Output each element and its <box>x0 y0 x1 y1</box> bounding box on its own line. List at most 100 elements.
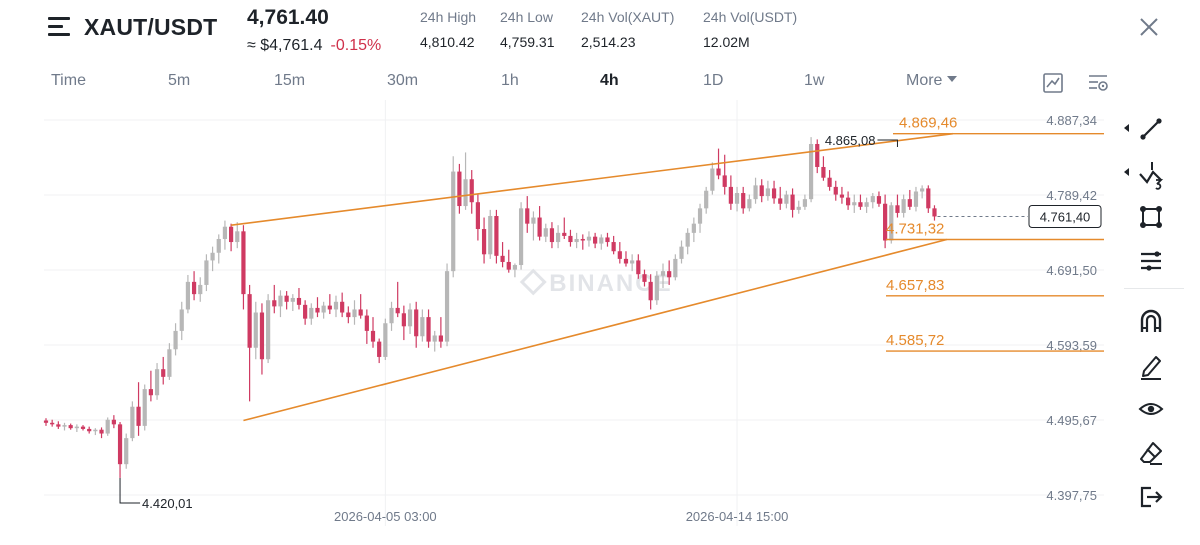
approx-usd-price: ≈ $4,761.4 <box>247 37 323 54</box>
high-annotation-label: 4.865,08 <box>825 133 876 148</box>
candle-body <box>124 438 129 465</box>
tab-time[interactable]: Time <box>51 72 86 89</box>
candle-body <box>858 202 863 207</box>
candle-body <box>648 281 653 301</box>
candle-body <box>586 236 592 241</box>
candle-body <box>105 419 110 434</box>
candle-body <box>827 177 832 187</box>
trend-line-tool[interactable] <box>1124 112 1184 146</box>
candle-body <box>333 301 339 310</box>
candle-body <box>642 274 647 282</box>
candle-body <box>278 295 283 307</box>
stat-label: 24h High <box>420 9 477 25</box>
tab-15m[interactable]: 15m <box>274 72 306 89</box>
candle-body <box>784 194 789 204</box>
stat-24h-vol-usdt: 24h Vol(USDT) 12.02M <box>703 9 797 50</box>
pencil-tool[interactable] <box>1124 348 1184 382</box>
candle-body <box>673 258 678 278</box>
candle-body <box>556 232 561 243</box>
candle-body <box>401 313 406 327</box>
fib-tool[interactable] <box>1124 156 1184 190</box>
tab-1h[interactable]: 1h <box>501 72 519 89</box>
stat-24h-low: 24h Low 4,759.31 <box>500 9 555 50</box>
candle-body <box>821 166 826 178</box>
indicator-settings-tool[interactable] <box>1124 244 1184 278</box>
candle-body <box>704 190 709 209</box>
candle-body <box>796 206 801 210</box>
x-tick-label: 2026-04-14 15:00 <box>686 509 789 524</box>
candle-body <box>340 301 345 313</box>
candle-body <box>883 203 888 241</box>
trading-pair[interactable]: XAUT/USDT <box>84 14 218 40</box>
current-price-box <box>1028 204 1102 228</box>
candle-body <box>611 242 616 252</box>
indicator-settings-icon <box>1141 251 1161 271</box>
candle-body <box>111 419 116 425</box>
candle-body <box>697 208 703 224</box>
candle-body <box>352 309 357 318</box>
candle-body <box>870 196 875 203</box>
candle-body <box>50 422 55 425</box>
candle-body <box>667 271 672 278</box>
candle-body <box>580 238 585 241</box>
candle-body <box>327 305 332 310</box>
y-tick-label: 4.593,59 <box>1046 338 1097 353</box>
tab-30m[interactable]: 30m <box>387 72 419 89</box>
candle-body <box>154 369 160 396</box>
tab-more[interactable]: More <box>906 72 958 90</box>
chart-type-icon[interactable] <box>1042 72 1064 94</box>
candle-body <box>765 188 770 197</box>
horizontal-level-label: 4.731,32 <box>886 221 944 238</box>
tab-1w[interactable]: 1w <box>804 72 825 89</box>
candle-body <box>876 196 882 204</box>
candle-body <box>346 312 351 318</box>
tab-1d[interactable]: 1D <box>703 72 724 89</box>
chart-canvas[interactable]: 4.887,34 4.789,42 4.691,50 4.593,59 4.495,67… <box>0 96 1200 540</box>
interval-tabs: Time 5m 15m 30m 1h 4h 1D 1w More <box>0 66 1200 96</box>
candle-body <box>383 323 388 357</box>
candle-body <box>451 171 456 272</box>
stat-label: 24h Low <box>500 9 553 25</box>
candle-body <box>759 185 764 197</box>
visibility-toggle[interactable] <box>1124 392 1184 426</box>
candle-body <box>457 171 462 207</box>
pencil-icon <box>1141 356 1161 380</box>
candle-body <box>747 199 752 209</box>
candle-body <box>512 265 518 270</box>
stat-value: 4,810.42 <box>420 34 475 50</box>
candle-body <box>494 216 499 256</box>
candle-body <box>235 231 240 243</box>
tab-5m[interactable]: 5m <box>168 72 191 89</box>
candle-body <box>444 271 450 342</box>
price-chart[interactable]: 4.887,34 4.789,42 4.691,50 4.593,59 4.495,67… <box>0 96 1200 540</box>
candle-body <box>852 202 857 206</box>
chart-settings-icon[interactable] <box>1087 72 1109 94</box>
candle-body <box>926 188 931 209</box>
candle-body <box>463 179 468 207</box>
close-icon[interactable] <box>1139 17 1159 37</box>
caret-down-icon <box>947 76 958 82</box>
candle-body <box>741 193 746 209</box>
menu-icon[interactable] <box>48 16 72 38</box>
stat-label: 24h Vol(XAUT) <box>581 9 675 25</box>
candle-body <box>117 424 123 465</box>
last-price: 4,761.40 <box>247 6 329 29</box>
candle-body <box>617 251 622 259</box>
candle-body <box>210 252 215 261</box>
exit-drawing-button[interactable] <box>1124 480 1184 514</box>
eraser-tool[interactable] <box>1124 436 1184 470</box>
candle-body <box>685 232 690 247</box>
y-tick-label: 4.691,50 <box>1046 263 1097 278</box>
candle-body <box>377 341 382 357</box>
candle-body <box>93 429 98 432</box>
candle-body <box>593 236 598 244</box>
candle-body <box>309 307 314 319</box>
candle-body <box>518 208 524 266</box>
candle-body <box>537 217 542 237</box>
candle-body <box>654 275 659 301</box>
magnet-tool[interactable] <box>1124 304 1184 338</box>
tab-4h[interactable]: 4h <box>600 72 619 89</box>
candle-body <box>259 312 265 360</box>
rectangle-tool[interactable] <box>1124 200 1184 234</box>
candle-body <box>136 406 141 426</box>
